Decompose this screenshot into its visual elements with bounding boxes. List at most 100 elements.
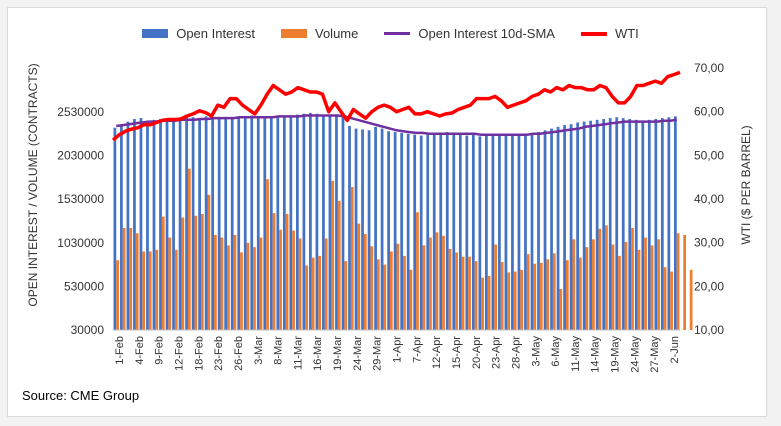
- volume-bar: [539, 262, 543, 330]
- open-interest-bar: [569, 124, 573, 330]
- volume-bar: [624, 241, 628, 330]
- open-interest-bar: [191, 117, 195, 331]
- open-interest-bar: [393, 132, 397, 330]
- x-tick-label: 16-Mar: [312, 336, 324, 371]
- volume-bar: [357, 223, 361, 330]
- x-tick-label: 28-Apr: [510, 336, 522, 369]
- open-interest-bar: [615, 117, 619, 331]
- volume-bar: [370, 246, 374, 330]
- open-interest-bar: [172, 118, 175, 330]
- open-interest-bar: [322, 114, 325, 330]
- axes-layer: 30000 530000 1030000 1530000 2030000 2530000 1…: [57, 61, 724, 373]
- volume-bar: [683, 234, 686, 330]
- open-interest-bar: [113, 127, 117, 330]
- volume-bar: [116, 260, 119, 330]
- y-left-tick-label: 2530000: [57, 105, 104, 119]
- open-interest-bar: [348, 125, 351, 331]
- x-tick-label: 24-May: [629, 336, 641, 373]
- volume-bar: [246, 242, 250, 330]
- volume-bar: [207, 194, 211, 330]
- volume-bar: [631, 227, 634, 330]
- open-interest-bar: [576, 122, 579, 331]
- y-axis-right-label: WTI ($ PER BARREL): [739, 125, 753, 244]
- volume-bar: [422, 245, 426, 330]
- y-left-tick-label: 530000: [64, 279, 104, 293]
- legend-label-volume: Volume: [315, 26, 359, 41]
- line-layer: [111, 70, 681, 142]
- y-left-tick-label: 30000: [71, 323, 105, 337]
- open-interest-bar: [647, 119, 651, 331]
- volume-bar: [305, 265, 308, 330]
- open-interest-bar: [198, 118, 201, 330]
- x-tick-label: 19-Mar: [332, 336, 344, 371]
- y-left-tick-label: 1530000: [57, 192, 104, 206]
- open-interest-bar: [432, 133, 436, 330]
- volume-bar: [637, 249, 641, 330]
- volume-bar: [526, 254, 530, 330]
- open-interest-bar: [256, 117, 260, 331]
- x-tick-label: 8-Mar: [273, 336, 285, 365]
- open-interest-bar: [413, 134, 417, 330]
- open-interest-bar: [517, 135, 521, 330]
- volume-bar: [644, 237, 647, 330]
- volume-bar: [129, 227, 133, 330]
- x-tick-label: 24-Mar: [352, 336, 364, 371]
- volume-bar: [214, 234, 217, 330]
- volume-bar: [552, 253, 556, 330]
- open-interest-bar: [243, 116, 247, 330]
- open-interest-bar: [582, 121, 586, 330]
- volume-bar: [578, 257, 582, 330]
- x-tick-label: 12-Apr: [431, 336, 443, 369]
- volume-bar: [311, 257, 315, 330]
- volume-bar: [474, 261, 478, 330]
- open-interest-bar: [426, 134, 430, 330]
- volume-bar: [455, 252, 458, 330]
- x-tick-label: 14-May: [590, 336, 602, 373]
- volume-bar: [468, 256, 471, 330]
- x-tick-label: 12-Feb: [173, 336, 185, 371]
- open-interest-bar: [380, 128, 384, 330]
- legend-label-sma: Open Interest 10d-SMA: [418, 26, 555, 41]
- open-interest-bar: [602, 118, 606, 330]
- open-interest-bar: [563, 125, 566, 330]
- x-tick-label: 15-Apr: [451, 336, 463, 369]
- x-tick-label: 1-Apr: [392, 336, 404, 363]
- open-interest-bar: [654, 118, 658, 330]
- volume-bar: [585, 247, 589, 330]
- open-interest-bar: [498, 135, 501, 330]
- volume-bar: [657, 239, 660, 330]
- open-interest-bar: [504, 133, 508, 330]
- open-interest-bar: [185, 116, 188, 330]
- open-interest-bar: [282, 115, 286, 330]
- volume-bar: [292, 230, 295, 330]
- volume-bar: [122, 227, 126, 330]
- open-interest-bar: [126, 121, 130, 330]
- volume-bar: [376, 259, 380, 330]
- volume-bar: [174, 249, 178, 330]
- open-interest-bar: [589, 120, 593, 330]
- open-interest-bar: [354, 128, 358, 330]
- x-tick-label: 2-Jun: [669, 336, 681, 364]
- open-interest-bar: [250, 115, 254, 330]
- volume-bar: [279, 229, 282, 330]
- volume-bar: [200, 214, 204, 330]
- open-interest-bar: [139, 118, 143, 330]
- volume-bar: [233, 234, 237, 330]
- x-tick-label: 1-Feb: [114, 336, 126, 365]
- legend-item-sma: Open Interest 10d-SMA: [384, 26, 555, 41]
- x-tick-label: 29-Mar: [372, 336, 384, 371]
- open-interest-bar: [152, 119, 156, 331]
- wti-line: [111, 70, 681, 142]
- volume-bar: [337, 200, 341, 330]
- open-interest-bar: [674, 116, 677, 330]
- volume-bar: [689, 269, 693, 330]
- open-interest-bar: [296, 114, 299, 330]
- legend-item-wti: WTI: [580, 26, 639, 41]
- volume-bar: [572, 239, 576, 330]
- open-interest-bar: [224, 118, 228, 330]
- open-interest-bar: [361, 129, 364, 330]
- open-interest-bar: [328, 115, 332, 330]
- volume-bar: [135, 233, 139, 330]
- open-interest-bar: [367, 130, 371, 330]
